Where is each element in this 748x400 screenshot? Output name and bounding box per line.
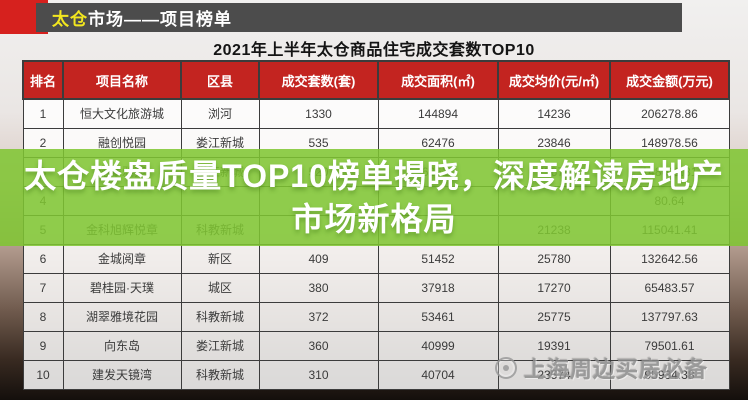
- table-cell: 14236: [497, 98, 611, 129]
- top-bar-brand-rest: 市场——项目榜单: [88, 10, 232, 29]
- table-cell: 65483.57: [609, 272, 730, 303]
- table-row: 10 建发天镜湾 科教新城 310 40704 23574 95934.38: [22, 359, 730, 390]
- table-cell: 372: [258, 301, 379, 332]
- column-header: 区县: [180, 60, 260, 100]
- column-header: 成交均价(元/㎡): [497, 60, 611, 100]
- table-cell: 城区: [180, 272, 260, 303]
- table-cell: 17270: [497, 272, 611, 303]
- headline-overlay: 太仓楼盘质量TOP10榜单揭晓，深度解读房地产 市场新格局: [0, 149, 748, 246]
- column-header: 成交面积(㎡): [377, 60, 499, 100]
- ranking-table-header: 排名 项目名称 区县 成交套数(套) 成交面积(㎡) 成交均价(元/㎡) 成交金额(万元): [22, 60, 730, 100]
- headline-line2: 市场新格局: [291, 200, 457, 237]
- table-cell: 建发天镜湾: [62, 359, 182, 390]
- watermark-logo-icon: [494, 357, 517, 379]
- table-cell: 132642.56: [609, 243, 730, 274]
- table-cell: 95934.38: [609, 359, 730, 390]
- table-cell: 40704: [377, 359, 499, 390]
- headline-line1: 太仓楼盘质量TOP10榜单揭晓，深度解读房地产: [24, 157, 724, 194]
- watermark-text: 上海周边买房必备: [523, 357, 708, 382]
- top-bar-title: 太仓市场——项目榜单: [52, 5, 232, 30]
- table-cell: 40999: [377, 330, 499, 361]
- table-cell: 10: [22, 359, 64, 390]
- table-cell: 25780: [497, 243, 611, 274]
- table-cell: 9: [22, 330, 64, 361]
- table-cell: 7: [22, 272, 64, 303]
- table-row: 7 碧桂园·天璞 城区 380 37918 17270 65483.57: [22, 272, 730, 303]
- table-row: 1 恒大文化旅游城 浏河 1330 144894 14236 206278.86: [22, 98, 730, 129]
- page-title: 2021年上半年太仓商品住宅成交套数TOP10: [213, 42, 535, 59]
- table-cell: 1: [22, 98, 64, 129]
- table-cell: 51452: [377, 243, 499, 274]
- table-cell: 科教新城: [180, 301, 260, 332]
- table-cell: 8: [22, 301, 64, 332]
- table-row: 6 金城阅章 新区 409 51452 25780 132642.56: [22, 243, 730, 274]
- table-cell: 137797.63: [609, 301, 730, 332]
- top-bar: 太仓市场——项目榜单: [36, 3, 682, 32]
- table-cell: 19391: [497, 330, 611, 361]
- table-cell: 向东岛: [62, 330, 182, 361]
- column-header: 排名: [22, 60, 64, 100]
- column-header: 项目名称: [62, 60, 182, 100]
- table-cell: 科教新城: [180, 359, 260, 390]
- table-cell: 6: [22, 243, 64, 274]
- table-cell: 湖翠雅境花园: [62, 301, 182, 332]
- table-cell: 新区: [180, 243, 260, 274]
- column-header: 成交金额(万元): [609, 60, 730, 100]
- header-row: 排名 项目名称 区县 成交套数(套) 成交面积(㎡) 成交均价(元/㎡) 成交金额(万元): [22, 60, 730, 100]
- table-cell: 37918: [377, 272, 499, 303]
- table-cell: 409: [258, 243, 379, 274]
- table-cell: 恒大文化旅游城: [62, 98, 182, 129]
- table-cell: 1330: [258, 98, 379, 129]
- table-cell: 娄江新城: [180, 330, 260, 361]
- table-cell: 206278.86: [609, 98, 730, 129]
- watermark: 上海周边买房必备: [494, 352, 708, 384]
- table-cell: 25775: [497, 301, 611, 332]
- table-cell: 360: [258, 330, 379, 361]
- table-cell: 碧桂园·天璞: [62, 272, 182, 303]
- table-row: 9 向东岛 娄江新城 360 40999 19391 79501.61: [22, 330, 730, 361]
- table-cell: 53461: [377, 301, 499, 332]
- table-cell: 金城阅章: [62, 243, 182, 274]
- column-header: 成交套数(套): [258, 60, 379, 100]
- table-cell: 浏河: [180, 98, 260, 129]
- top-bar-brand-highlight: 太仓: [52, 10, 88, 29]
- table-cell: 144894: [377, 98, 499, 129]
- table-cell: 310: [258, 359, 379, 390]
- table-row: 8 湖翠雅境花园 科教新城 372 53461 25775 137797.63: [22, 301, 730, 332]
- table-cell: 79501.61: [609, 330, 730, 361]
- table-cell: 380: [258, 272, 379, 303]
